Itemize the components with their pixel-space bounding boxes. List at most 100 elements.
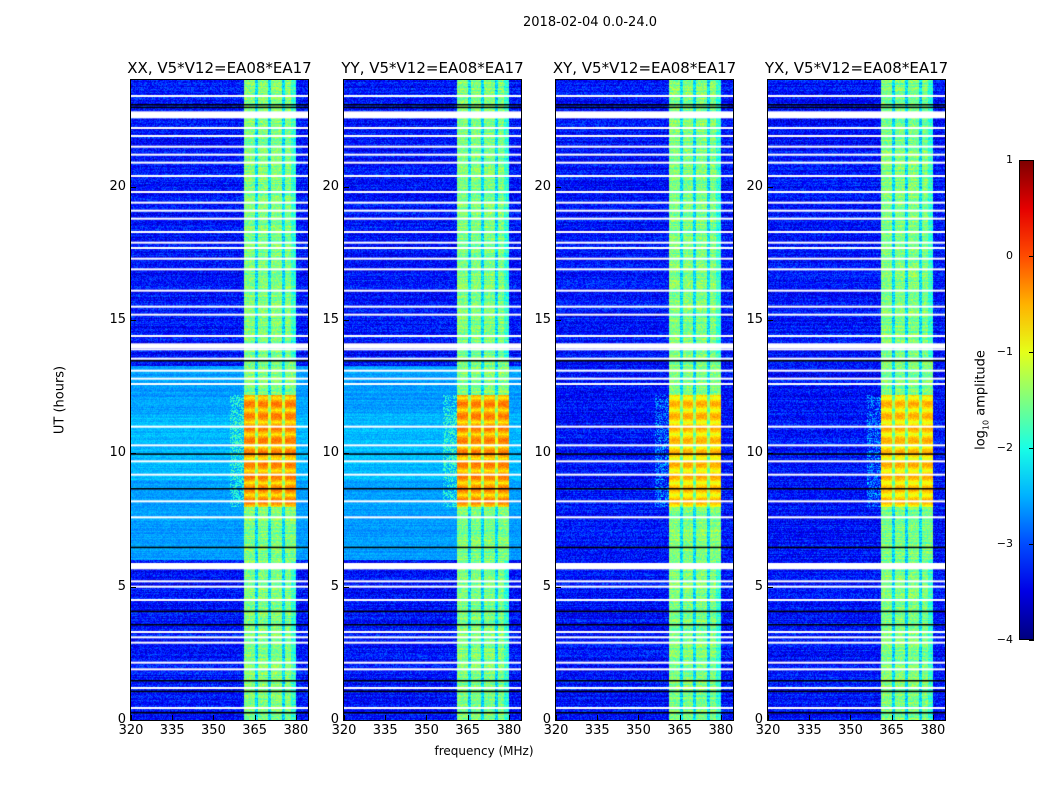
x-tick-mark xyxy=(213,715,215,720)
y-tick-mark xyxy=(556,453,561,455)
x-tick-mark xyxy=(932,715,934,720)
y-tick-mark xyxy=(556,720,561,721)
x-tick-label: 365 xyxy=(879,723,905,738)
y-tick-mark xyxy=(556,320,561,321)
x-tick-mark xyxy=(891,715,893,720)
x-tick-label: 320 xyxy=(331,723,357,738)
y-tick-mark xyxy=(768,453,773,455)
colorbar-tick-mark xyxy=(1029,256,1034,257)
y-tick-label: 15 xyxy=(746,312,763,327)
x-tick-label: 320 xyxy=(118,723,144,738)
x-tick-label: 320 xyxy=(543,723,569,738)
colorbar-tick-label: −2 xyxy=(996,441,1013,454)
spectrogram-panel xyxy=(130,79,309,721)
figure-title: 2018-02-04 0.0-24.0 xyxy=(523,15,657,30)
colorbar-label: log10 amplitude xyxy=(974,350,991,450)
x-tick-label: 335 xyxy=(584,723,610,738)
y-tick-label: 0 xyxy=(754,712,763,727)
x-tick-label: 380 xyxy=(708,723,734,738)
y-tick-mark xyxy=(131,453,136,455)
colorbar-tick-label: −3 xyxy=(996,537,1013,550)
colorbar-tick-mark xyxy=(1029,352,1034,353)
y-axis-label: UT (hours) xyxy=(52,365,68,435)
x-tick-mark xyxy=(426,715,428,720)
spectrogram-panel xyxy=(555,79,734,721)
colorbar-tick-label: −1 xyxy=(996,345,1013,358)
y-tick-label: 20 xyxy=(322,178,339,194)
y-tick-label: 15 xyxy=(322,312,339,327)
panel-title: XY, V5*V12=EA08*EA17 xyxy=(552,59,737,77)
x-tick-mark xyxy=(850,715,852,720)
panel-title: YX, V5*V12=EA08*EA17 xyxy=(764,59,949,77)
colorbar-tick-label: 1 xyxy=(1006,153,1013,166)
y-tick-label: 0 xyxy=(330,712,339,727)
x-tick-mark xyxy=(679,715,681,720)
x-tick-label: 380 xyxy=(283,723,309,738)
y-tick-label: 10 xyxy=(109,445,126,461)
colorbar-tick-mark xyxy=(1029,640,1034,641)
x-tick-mark xyxy=(295,715,297,720)
colorbar-tick-mark xyxy=(1029,544,1034,545)
panel-title: YY, V5*V12=EA08*EA17 xyxy=(341,59,524,77)
x-tick-label: 335 xyxy=(796,723,822,738)
x-tick-mark xyxy=(638,715,640,720)
x-tick-mark xyxy=(172,715,174,720)
x-tick-label: 320 xyxy=(755,723,781,738)
y-tick-label: 5 xyxy=(542,578,551,594)
y-tick-mark xyxy=(768,186,773,188)
x-tick-label: 350 xyxy=(626,723,651,738)
x-tick-label: 380 xyxy=(920,723,946,738)
colorbar-tick-label: 0 xyxy=(1006,249,1013,262)
x-tick-mark xyxy=(556,715,557,720)
x-tick-mark xyxy=(508,715,510,720)
colorbar-label-sub: 10 xyxy=(981,419,991,431)
x-tick-label: 365 xyxy=(455,723,481,738)
x-tick-mark xyxy=(344,715,345,720)
y-tick-label: 20 xyxy=(534,178,551,194)
y-tick-label: 15 xyxy=(534,312,551,327)
y-tick-mark xyxy=(344,720,349,721)
x-tick-mark xyxy=(131,715,132,720)
x-tick-mark xyxy=(385,715,387,720)
y-tick-label: 20 xyxy=(746,178,763,194)
y-tick-label: 5 xyxy=(330,578,339,594)
x-tick-mark xyxy=(254,715,256,720)
y-tick-mark xyxy=(344,453,349,455)
y-tick-label: 0 xyxy=(117,712,126,727)
y-tick-label: 10 xyxy=(746,445,763,461)
x-tick-mark xyxy=(597,715,599,720)
x-tick-mark xyxy=(768,715,769,720)
x-tick-label: 380 xyxy=(496,723,522,738)
x-tick-mark xyxy=(720,715,722,720)
x-tick-mark xyxy=(467,715,469,720)
y-tick-label: 10 xyxy=(322,445,339,461)
y-tick-label: 20 xyxy=(109,178,126,194)
y-tick-mark xyxy=(768,720,773,721)
y-tick-label: 5 xyxy=(117,578,126,594)
panel-title: XX, V5*V12=EA08*EA17 xyxy=(127,59,312,77)
y-tick-mark xyxy=(556,586,561,588)
colorbar xyxy=(1019,160,1034,640)
y-tick-label: 10 xyxy=(534,445,551,461)
x-tick-label: 365 xyxy=(667,723,693,738)
colorbar-label-rest: amplitude xyxy=(973,350,989,420)
x-tick-mark xyxy=(809,715,811,720)
x-tick-label: 350 xyxy=(414,723,439,738)
y-tick-label: 0 xyxy=(542,712,551,727)
y-tick-label: 15 xyxy=(109,312,126,327)
x-tick-label: 350 xyxy=(838,723,863,738)
colorbar-label-log: log xyxy=(973,430,989,450)
colorbar-tick-mark xyxy=(1029,160,1034,161)
x-axis-label: frequency (MHz) xyxy=(434,744,534,758)
y-tick-mark xyxy=(344,586,349,588)
colorbar-tick-label: −4 xyxy=(996,633,1013,646)
x-tick-label: 335 xyxy=(159,723,185,738)
spectrogram-panel xyxy=(343,79,522,721)
y-tick-label: 5 xyxy=(754,578,763,594)
y-tick-mark xyxy=(344,186,349,188)
y-tick-mark xyxy=(131,720,136,721)
x-tick-label: 335 xyxy=(372,723,398,738)
colorbar-tick-mark xyxy=(1029,448,1034,449)
y-tick-mark xyxy=(556,186,561,188)
x-tick-label: 365 xyxy=(242,723,268,738)
